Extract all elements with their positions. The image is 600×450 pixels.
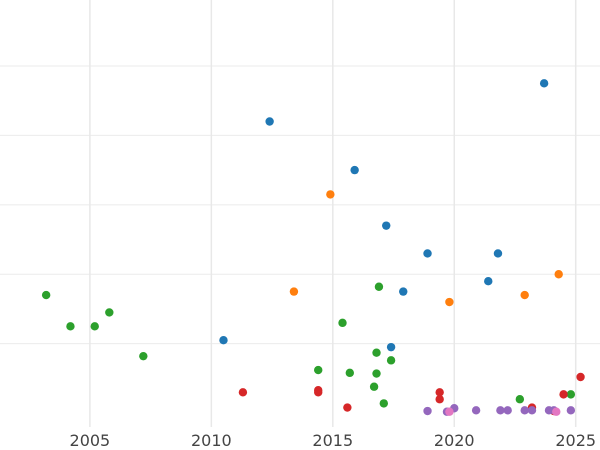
data-point bbox=[423, 249, 432, 258]
x-axis-tick-labels: 2005 2010 2015 2020 2025 bbox=[70, 431, 597, 450]
data-point bbox=[343, 403, 352, 412]
data-point bbox=[554, 270, 563, 279]
data-point bbox=[372, 369, 381, 378]
data-point bbox=[503, 406, 512, 415]
x-tick-label: 2020 bbox=[434, 431, 475, 450]
data-point bbox=[552, 407, 561, 416]
data-point bbox=[435, 395, 444, 404]
data-point bbox=[386, 342, 396, 352]
data-point bbox=[372, 348, 381, 357]
x-tick-label: 2005 bbox=[70, 431, 111, 450]
data-point bbox=[326, 190, 335, 199]
data-point bbox=[369, 382, 379, 391]
data-point bbox=[219, 336, 228, 345]
data-point bbox=[139, 351, 148, 361]
data-point bbox=[379, 399, 389, 408]
data-point bbox=[314, 365, 323, 375]
data-point bbox=[566, 406, 576, 415]
grid bbox=[0, 0, 600, 427]
data-point bbox=[90, 322, 99, 331]
x-tick-label: 2015 bbox=[312, 431, 353, 450]
data-point bbox=[265, 117, 274, 126]
data-point bbox=[238, 388, 248, 397]
data-point bbox=[66, 322, 75, 331]
data-point bbox=[527, 406, 537, 415]
data-point bbox=[493, 249, 503, 258]
data-points bbox=[41, 79, 585, 416]
data-point bbox=[399, 287, 408, 296]
data-point bbox=[515, 395, 525, 404]
data-point bbox=[520, 406, 529, 415]
data-point bbox=[105, 308, 114, 317]
data-point bbox=[382, 221, 391, 230]
data-point bbox=[314, 388, 323, 397]
data-point bbox=[350, 165, 359, 175]
data-point bbox=[445, 407, 454, 416]
data-point bbox=[435, 388, 444, 397]
data-point bbox=[338, 318, 347, 328]
data-point bbox=[445, 297, 454, 307]
data-point bbox=[484, 276, 493, 286]
data-point bbox=[576, 372, 585, 382]
data-point bbox=[559, 390, 568, 399]
data-point bbox=[386, 356, 396, 365]
data-point bbox=[423, 406, 432, 416]
data-point bbox=[539, 79, 549, 88]
data-point bbox=[520, 290, 529, 300]
data-point bbox=[471, 406, 481, 415]
x-tick-label: 2010 bbox=[191, 431, 232, 450]
data-point bbox=[41, 290, 51, 300]
x-tick-label: 2025 bbox=[555, 431, 596, 450]
data-point bbox=[566, 390, 576, 399]
data-point bbox=[496, 406, 505, 415]
data-point bbox=[289, 287, 299, 296]
data-point bbox=[345, 368, 354, 378]
data-point bbox=[374, 282, 384, 291]
